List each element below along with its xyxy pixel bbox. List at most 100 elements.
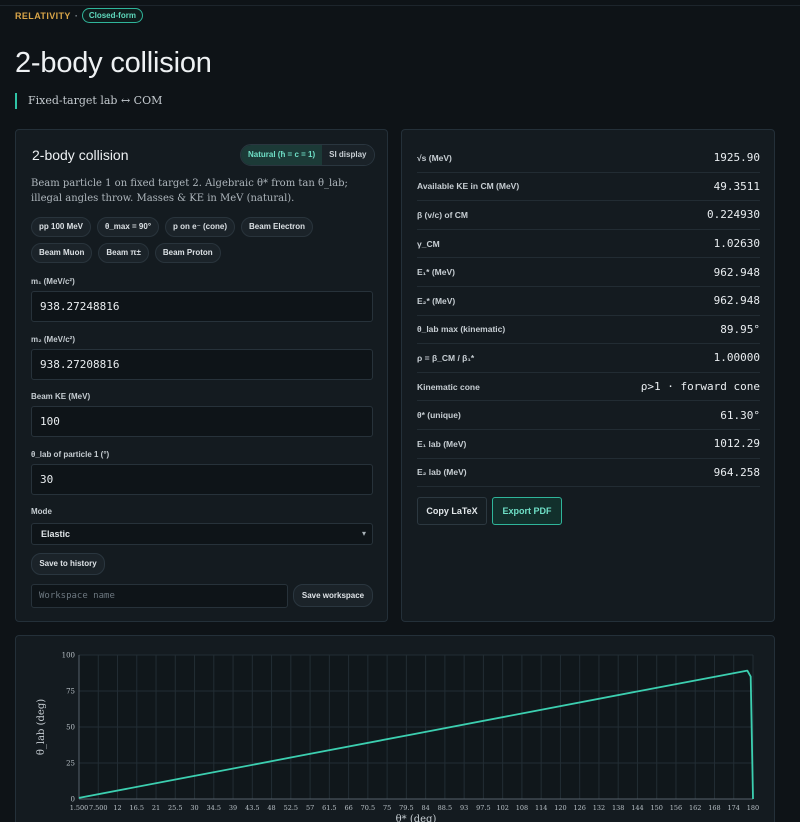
mode-select[interactable]: Elastic ▾ — [31, 523, 373, 545]
theta-lab-input[interactable]: 30 — [31, 464, 373, 495]
result-value: 1925.90 — [713, 151, 760, 165]
series-line — [78, 669, 754, 800]
x-tick-label: 132 — [593, 804, 605, 812]
chevron-down-icon: ▾ — [361, 529, 366, 538]
workspace-name-input[interactable]: Workspace name — [31, 584, 288, 608]
x-tick-label: 102 — [496, 804, 508, 812]
x-tick-label: 7.500 — [89, 804, 108, 812]
x-tick-label: 43.5 — [245, 804, 259, 812]
result-row: E₂ lab (MeV) 964.258 — [417, 459, 760, 488]
y-axis-label: θ_lab (deg) — [36, 699, 47, 755]
x-tick-label: 66 — [344, 804, 352, 812]
save-to-history-button[interactable]: Save to history — [31, 553, 105, 575]
result-value: 1012.29 — [713, 437, 760, 451]
preset-pp-100mev[interactable]: pp 100 MeV — [31, 217, 92, 237]
units-toggle: Natural (ħ = c = 1) SI display — [240, 144, 375, 166]
closed-form-badge: Closed-form — [81, 8, 143, 23]
result-row: E₂* (MeV) 962.948 — [417, 287, 760, 316]
x-tick-label: 25.5 — [168, 804, 182, 812]
x-axis-label: θ* (deg) — [396, 814, 437, 822]
si-display-option[interactable]: SI display — [322, 145, 374, 165]
m2-input[interactable]: 938.27208816 — [31, 349, 373, 380]
beam-ke-input[interactable]: 100 — [31, 406, 373, 437]
x-tick-label: 12 — [113, 804, 121, 812]
x-tick-label: 48 — [267, 804, 275, 812]
x-tick-label: 52.5 — [284, 804, 298, 812]
breadcrumb-section[interactable]: RELATIVITY — [15, 10, 71, 21]
result-key: Available KE in CM (MeV) — [417, 181, 520, 192]
result-value: ρ>1 · forward cone — [640, 380, 760, 394]
x-tick-label: 70.5 — [361, 804, 375, 812]
x-tick-label: 75 — [383, 804, 391, 812]
preset-p-on-electron[interactable]: p on e⁻ (cone) — [165, 217, 236, 237]
result-value: 962.948 — [713, 265, 760, 279]
x-tick-label: 126 — [573, 804, 585, 812]
result-key: θ_lab max (kinematic) — [417, 324, 506, 335]
calculator-panel: 2-body collision Natural (ħ = c = 1) SI … — [15, 129, 388, 622]
page-title: 2-body collision — [15, 47, 212, 79]
x-tick-label: 156 — [670, 804, 682, 812]
preset-chips: pp 100 MeV θ_max = 90° p on e⁻ (cone) Be… — [31, 217, 376, 263]
preset-beam-muon[interactable]: Beam Muon — [31, 243, 93, 263]
beam-ke-label: Beam KE (MeV) — [31, 392, 91, 401]
save-workspace-button[interactable]: Save workspace — [293, 584, 373, 607]
results-panel: √s (MeV) 1925.90 Available KE in CM (MeV)… — [401, 129, 775, 622]
result-key: β (v/c) of CM — [417, 209, 468, 220]
result-row: E₁* (MeV) 962.948 — [417, 258, 760, 287]
x-tick-label: 97.5 — [476, 804, 490, 812]
calculator-title: 2-body collision — [32, 147, 129, 163]
page-subtitle: Fixed-target lab ↔ COM — [15, 93, 162, 109]
m1-label: m₁ (MeV/c²) — [31, 277, 75, 286]
preset-theta-max-90[interactable]: θ_max = 90° — [97, 217, 160, 237]
m2-label: m₂ (MeV/c²) — [31, 335, 76, 344]
mode-label: Mode — [31, 507, 52, 516]
breadcrumb-separator: · — [74, 10, 78, 21]
x-tick-label: 144 — [631, 804, 643, 812]
x-tick-label: 84 — [421, 804, 429, 812]
y-tick-label: 50 — [66, 724, 75, 732]
theta-lab-label: θ_lab of particle 1 (°) — [31, 450, 110, 459]
result-key: ρ = β_CM / β₁* — [417, 352, 475, 363]
result-value: 962.948 — [713, 294, 760, 308]
x-tick-label: 61.5 — [322, 804, 336, 812]
chart-panel: 1.500 7.500 12 16.5 21 25.5 30 34.5 39 43.5 48 52.5… — [15, 635, 775, 822]
result-key: E₁* (MeV) — [417, 267, 455, 278]
x-tick-label: 162 — [689, 804, 701, 812]
x-tick-label: 57 — [306, 804, 314, 812]
result-row: √s (MeV) 1925.90 — [417, 144, 760, 173]
x-tick-label: 16.5 — [130, 804, 144, 812]
result-value: 61.30° — [720, 408, 760, 422]
x-tick-label: 79.5 — [399, 804, 413, 812]
x-tick-label: 108 — [516, 804, 528, 812]
result-row: E₁ lab (MeV) 1012.29 — [417, 430, 760, 459]
result-row: Available KE in CM (MeV) 49.3511 — [417, 173, 760, 202]
x-tick-label: 174 — [728, 804, 740, 812]
x-tick-label: 138 — [612, 804, 624, 812]
y-tick-label: 75 — [66, 688, 75, 696]
y-tick-label: 100 — [62, 652, 75, 660]
result-value: 49.3511 — [713, 179, 760, 193]
m1-input[interactable]: 938.27248816 — [31, 291, 373, 322]
preset-beam-proton[interactable]: Beam Proton — [154, 243, 221, 263]
x-tick-label: 114 — [535, 804, 547, 812]
result-row: ρ = β_CM / β₁* 1.00000 — [417, 344, 760, 373]
result-value: 1.02630 — [713, 237, 760, 251]
result-key: γ_CM — [417, 238, 440, 249]
copy-latex-button[interactable]: Copy LaTeX — [417, 497, 487, 525]
export-pdf-button[interactable]: Export PDF — [492, 497, 562, 525]
results-table: √s (MeV) 1925.90 Available KE in CM (MeV)… — [417, 144, 760, 488]
x-tick-label: 150 — [651, 804, 663, 812]
natural-units-option[interactable]: Natural (ħ = c = 1) — [241, 145, 323, 165]
top-divider — [0, 5, 800, 6]
result-key: Kinematic cone — [417, 381, 480, 392]
preset-beam-electron[interactable]: Beam Electron — [241, 217, 314, 237]
x-tick-label: 1.500 — [70, 804, 89, 812]
result-row: β (v/c) of CM 0.224930 — [417, 201, 760, 230]
result-value: 964.258 — [713, 465, 760, 479]
x-tick-label: 120 — [554, 804, 566, 812]
preset-beam-pion[interactable]: Beam π± — [98, 243, 149, 263]
result-key: E₂* (MeV) — [417, 295, 456, 306]
x-tick-label: 30 — [190, 804, 198, 812]
x-tick-label: 34.5 — [207, 804, 221, 812]
result-key: E₂ lab (MeV) — [417, 467, 467, 478]
